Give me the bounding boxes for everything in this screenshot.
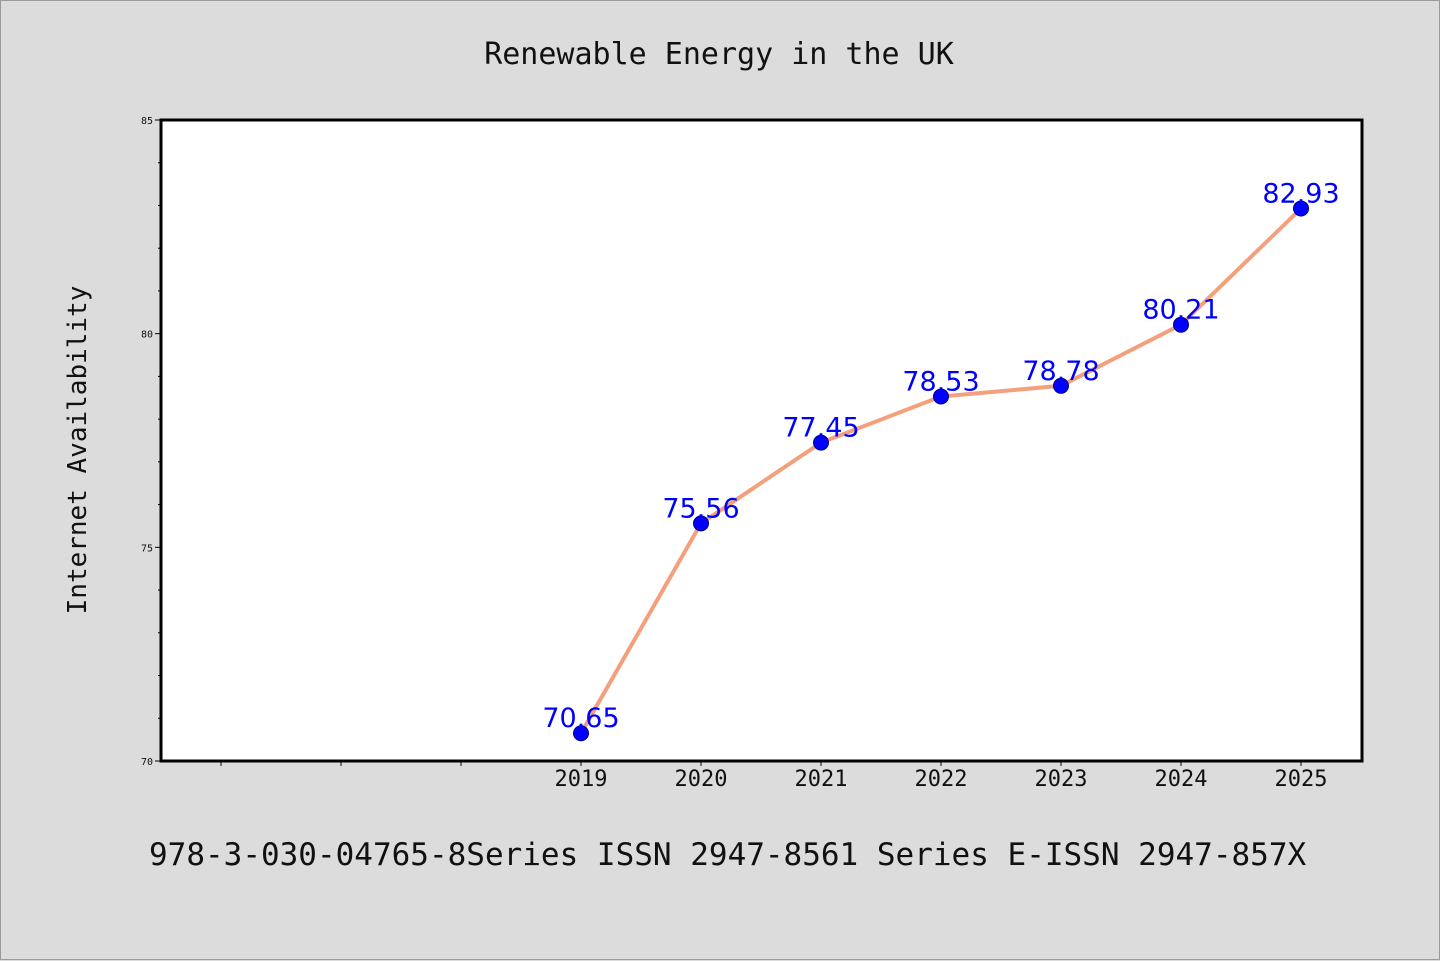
data-label: 70.65 (542, 703, 619, 734)
data-label: 82.93 (1262, 178, 1339, 209)
y-axis-label: Internet Availability (63, 286, 93, 615)
series: 70.65 75.56 77.45 78.53 78.78 80.21 82.93 (542, 178, 1340, 742)
plot-area (159, 118, 1364, 763)
y-axis: 70 75 80 85 (141, 116, 161, 768)
x-tick-label: 2019 (555, 767, 608, 792)
chart-title: Renewable Energy in the UK (484, 37, 954, 72)
data-point (1173, 316, 1189, 333)
y-tick-label: 75 (141, 543, 153, 554)
x-tick-label: 2023 (1035, 767, 1088, 792)
data-label: 78.53 (902, 366, 979, 397)
data-label: 78.78 (1022, 356, 1099, 387)
x-tick-label: 2024 (1155, 767, 1208, 792)
data-label: 75.56 (662, 493, 739, 524)
data-point (813, 434, 829, 451)
y-tick-label: 70 (141, 757, 153, 768)
x-tick-label: 2022 (915, 767, 968, 792)
data-point (693, 515, 709, 532)
y-tick-label: 85 (141, 116, 153, 127)
footer-text: 978-3-030-04765-8Series ISSN 2947-8561 S… (149, 837, 1306, 873)
data-point (573, 725, 589, 742)
data-point (1053, 377, 1069, 394)
data-label: 77.45 (782, 413, 859, 444)
data-label: 80.21 (1142, 295, 1219, 326)
x-tick-label: 2021 (795, 767, 848, 792)
y-tick-label: 80 (141, 330, 153, 341)
data-point (933, 388, 949, 405)
x-tick-label: 2025 (1275, 767, 1328, 792)
x-axis: 2019 2020 2021 2022 2023 2024 2025 (220, 761, 1328, 792)
x-tick-label: 2020 (675, 767, 728, 792)
data-point (1293, 200, 1309, 217)
